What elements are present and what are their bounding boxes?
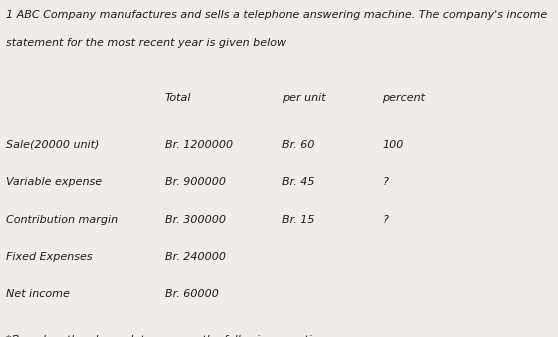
Text: Br. 900000: Br. 900000 xyxy=(165,177,225,187)
Text: ?: ? xyxy=(382,215,388,224)
Text: Br. 60: Br. 60 xyxy=(282,140,314,150)
Text: Fixed Expenses: Fixed Expenses xyxy=(6,252,92,262)
Text: Br. 60000: Br. 60000 xyxy=(165,289,219,299)
Text: Contribution margin: Contribution margin xyxy=(6,215,118,224)
Text: percent: percent xyxy=(382,93,425,103)
Text: Total: Total xyxy=(165,93,191,103)
Text: Net income: Net income xyxy=(6,289,69,299)
Text: Sale(20000 unit): Sale(20000 unit) xyxy=(6,140,99,150)
Text: ?: ? xyxy=(382,177,388,187)
Text: per unit: per unit xyxy=(282,93,325,103)
Text: Br. 45: Br. 45 xyxy=(282,177,314,187)
Text: *Based on the above data, answer the following question.: *Based on the above data, answer the fol… xyxy=(6,335,329,337)
Text: 100: 100 xyxy=(382,140,403,150)
Text: Br. 240000: Br. 240000 xyxy=(165,252,225,262)
Text: Br. 15: Br. 15 xyxy=(282,215,314,224)
Text: 1 ABC Company manufactures and sells a telephone answering machine. The company': 1 ABC Company manufactures and sells a t… xyxy=(6,10,547,20)
Text: statement for the most recent year is given below: statement for the most recent year is gi… xyxy=(6,38,286,48)
Text: Br. 300000: Br. 300000 xyxy=(165,215,225,224)
Text: Variable expense: Variable expense xyxy=(6,177,102,187)
Text: Br. 1200000: Br. 1200000 xyxy=(165,140,233,150)
